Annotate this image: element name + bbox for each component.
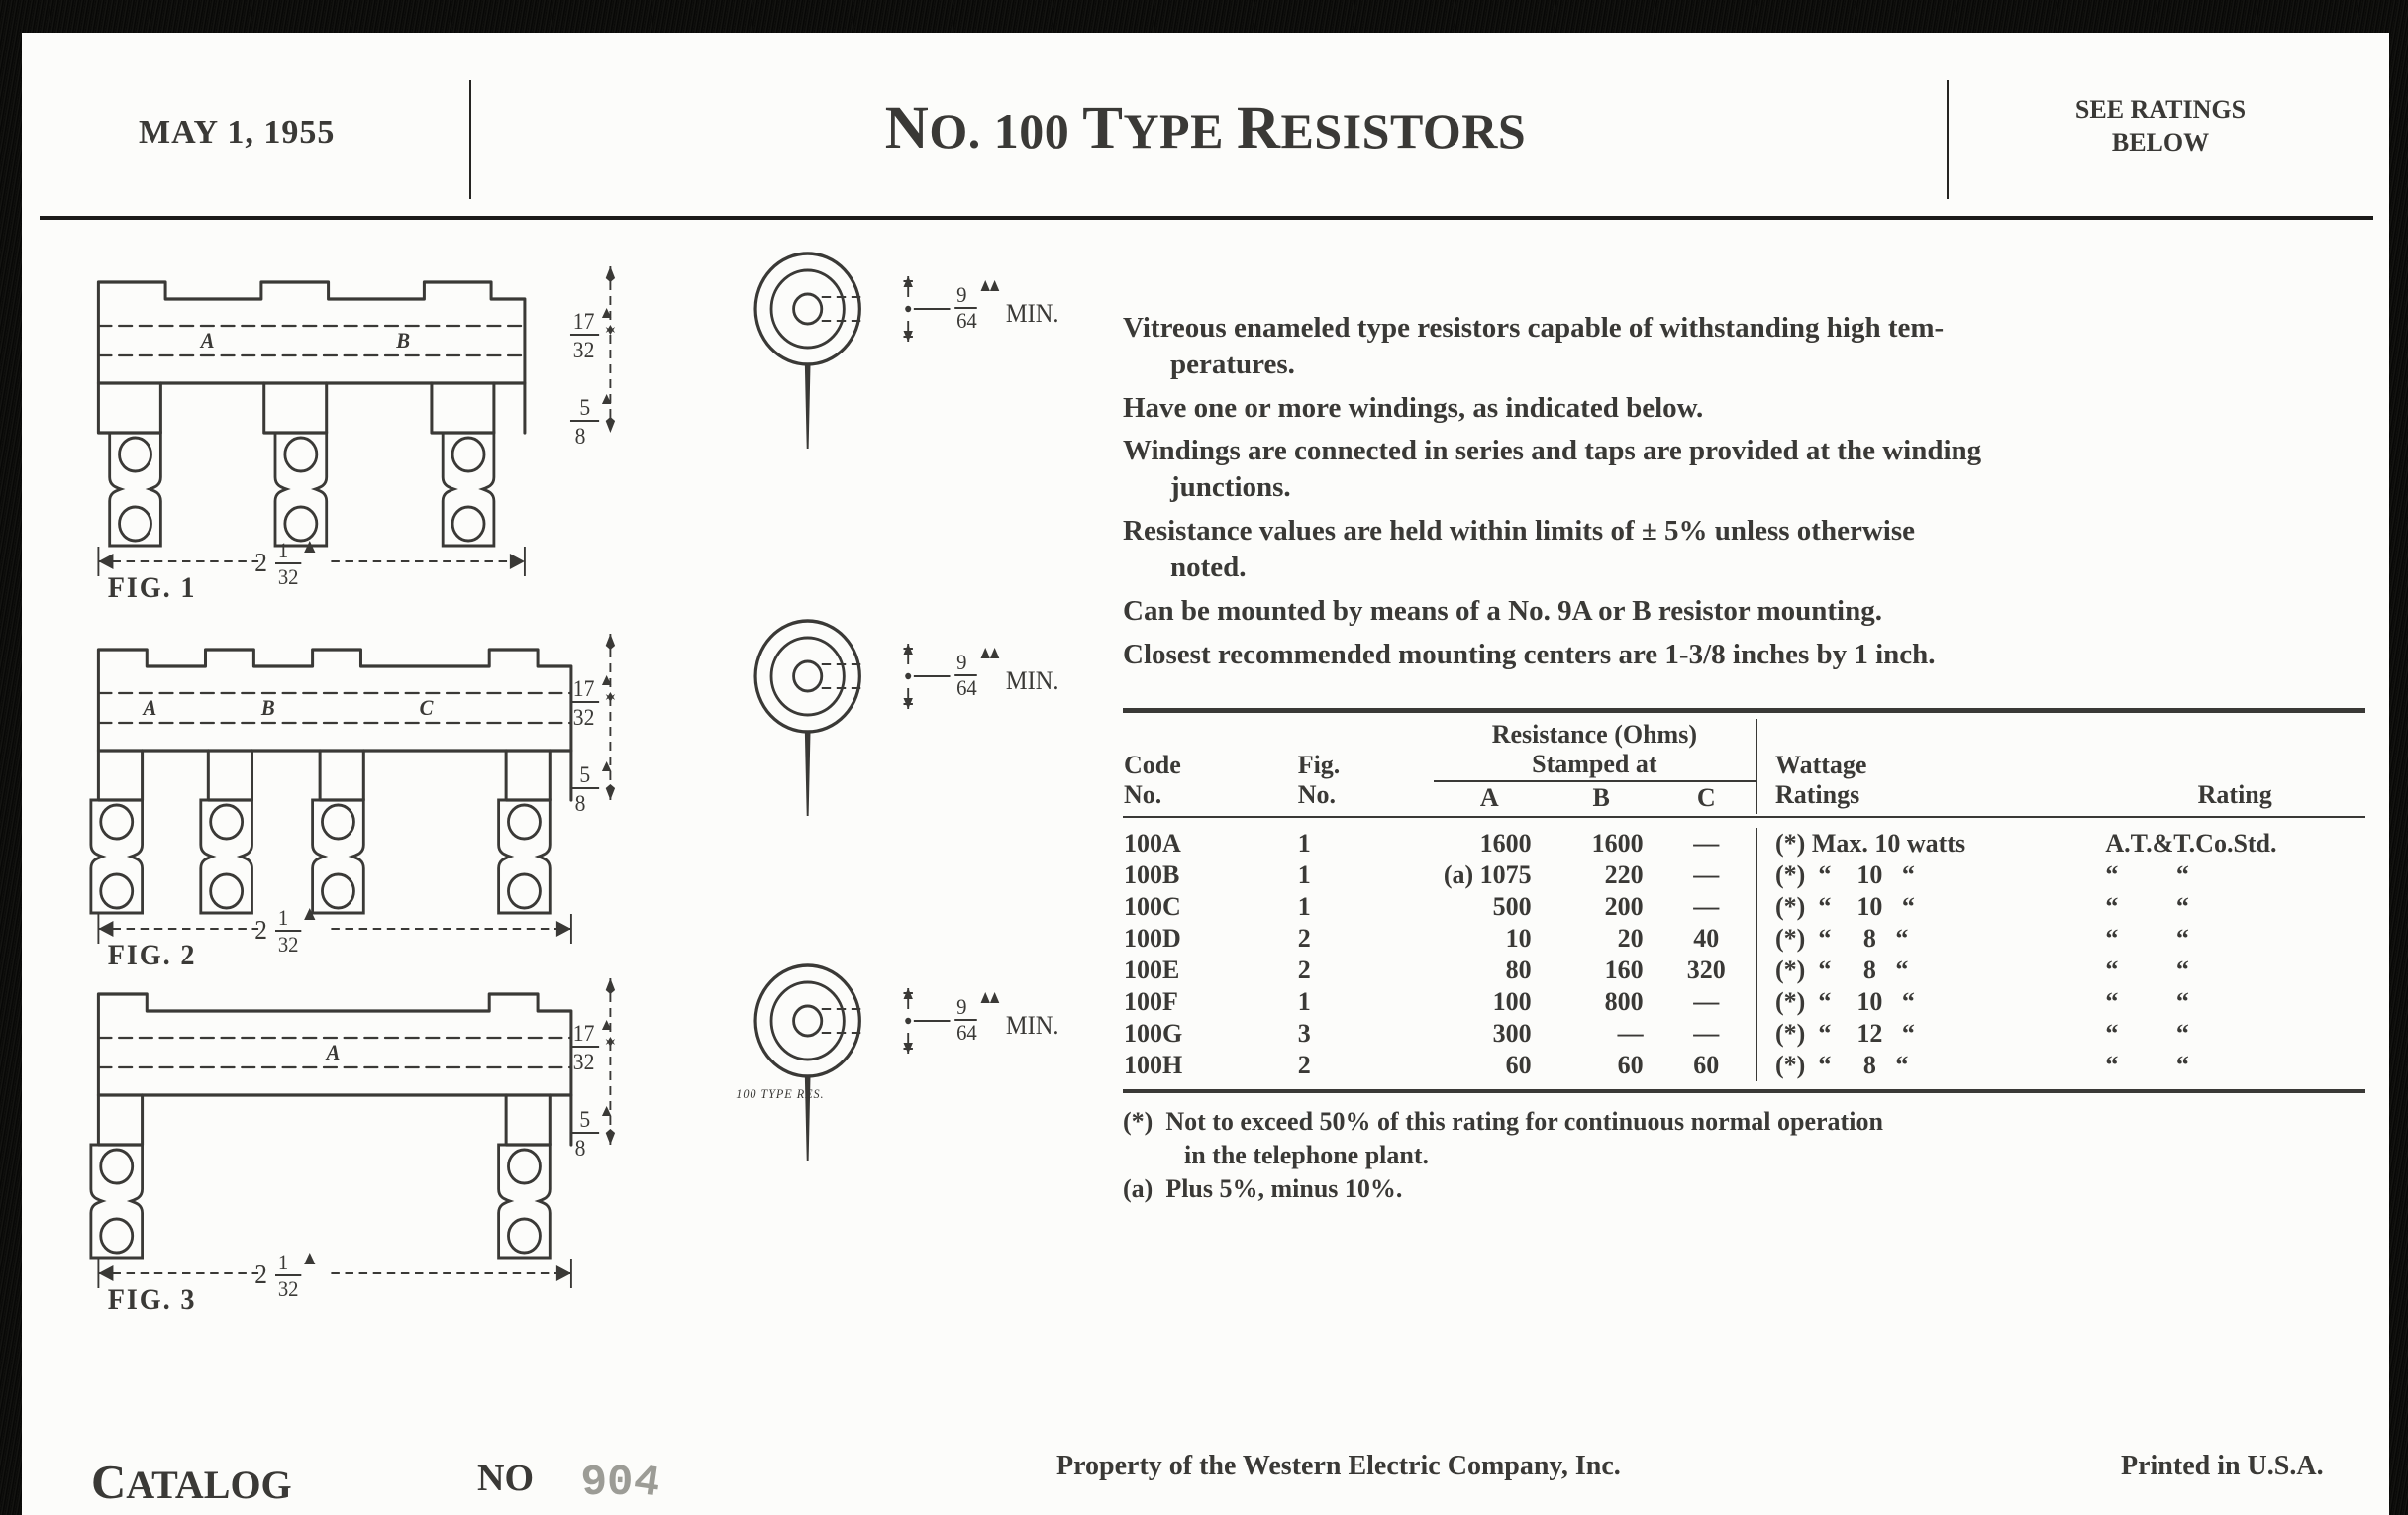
svg-text:5: 5 (579, 1106, 590, 1132)
svg-text:8: 8 (575, 1135, 586, 1161)
svg-text:32: 32 (573, 337, 595, 362)
svg-text:32: 32 (278, 564, 299, 589)
svg-text:32: 32 (573, 704, 595, 730)
svg-text:1: 1 (278, 905, 288, 930)
svg-text:MIN.: MIN. (1006, 667, 1059, 695)
svg-text:8: 8 (575, 423, 586, 449)
svg-text:FIG. 2: FIG. 2 (108, 939, 197, 971)
svg-text:5: 5 (579, 394, 590, 420)
svg-text:A: A (325, 1040, 341, 1064)
svg-text:17: 17 (573, 1020, 595, 1046)
svg-text:FIG. 3: FIG. 3 (108, 1283, 197, 1316)
svg-text:B: B (260, 695, 275, 720)
svg-text:B: B (395, 328, 410, 353)
svg-text:1: 1 (278, 1250, 288, 1274)
svg-text:9: 9 (956, 650, 966, 674)
svg-text:2: 2 (254, 1260, 267, 1289)
svg-text:100 TYPE RES.: 100 TYPE RES. (736, 1087, 824, 1101)
svg-text:32: 32 (573, 1049, 595, 1074)
svg-text:MIN.: MIN. (1006, 300, 1059, 328)
svg-text:A: A (142, 695, 157, 720)
svg-text:9: 9 (956, 994, 966, 1019)
svg-text:8: 8 (575, 790, 586, 816)
svg-text:1: 1 (278, 538, 288, 562)
svg-text:FIG. 1: FIG. 1 (108, 571, 197, 604)
svg-text:2: 2 (254, 915, 267, 945)
svg-text:32: 32 (278, 1276, 299, 1301)
svg-text:2: 2 (254, 548, 267, 577)
svg-text:32: 32 (278, 932, 299, 957)
svg-text:64: 64 (956, 308, 977, 333)
svg-text:9: 9 (956, 282, 966, 307)
svg-text:17: 17 (573, 675, 595, 701)
svg-text:64: 64 (956, 1020, 977, 1045)
svg-text:A: A (199, 328, 215, 353)
svg-text:64: 64 (956, 675, 977, 700)
svg-text:C: C (420, 695, 435, 720)
svg-text:5: 5 (579, 761, 590, 787)
svg-text:MIN.: MIN. (1006, 1012, 1059, 1040)
svg-text:17: 17 (573, 308, 595, 334)
